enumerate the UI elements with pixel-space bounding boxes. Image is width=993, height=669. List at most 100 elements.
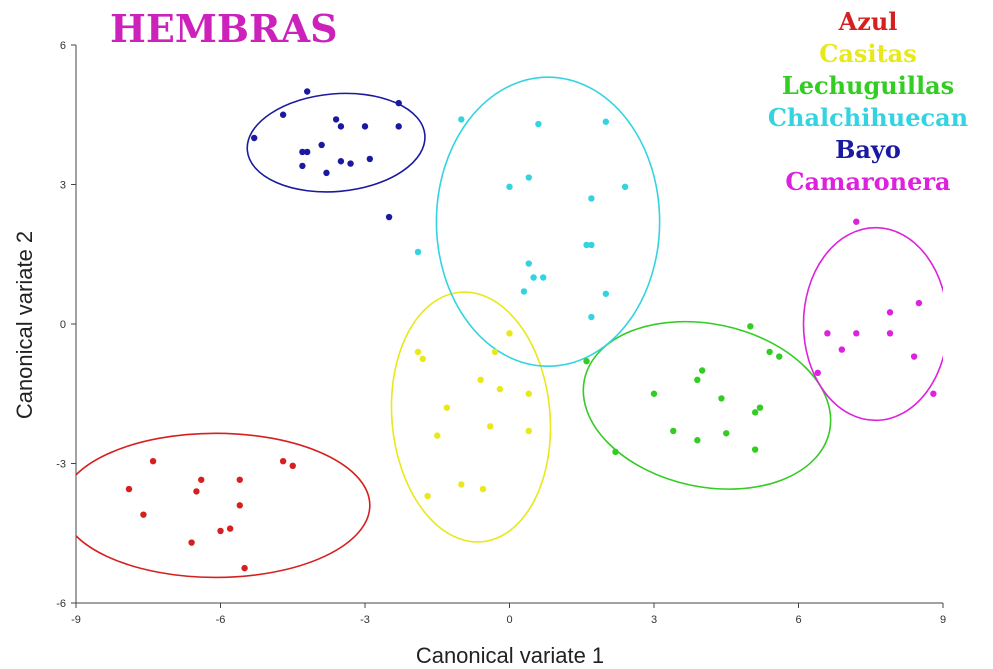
point-lechuguillas	[723, 430, 730, 437]
chart-title: HEMBRAS	[110, 6, 338, 51]
point-camaronera	[824, 330, 831, 337]
legend-entry-camaronera: Camaronera	[785, 167, 950, 196]
axes: -9 -6 -3 0 3 6 9 -6 -3 0 3 6	[56, 40, 946, 626]
point-chalchihuecan	[588, 241, 595, 249]
y-tick-label: 3	[60, 180, 66, 192]
point-bayo	[332, 116, 340, 123]
point-chalchihuecan	[458, 116, 465, 123]
point-bayo	[299, 148, 306, 156]
point-bayo	[279, 111, 287, 118]
point-lechuguillas	[747, 323, 754, 330]
point-bayo	[385, 213, 393, 221]
legend-entry-casitas: Casitas	[819, 39, 916, 68]
point-casitas	[496, 385, 504, 393]
point-lechuguillas	[694, 376, 701, 383]
point-lechuguillas	[751, 409, 759, 416]
point-lechuguillas	[650, 390, 658, 397]
point-chalchihuecan	[583, 241, 590, 249]
point-azul	[140, 511, 147, 518]
point-chalchihuecan	[588, 313, 595, 321]
point-camaronera	[853, 330, 860, 337]
point-chalchihuecan	[530, 274, 537, 281]
point-casitas	[419, 355, 426, 363]
point-azul	[193, 488, 200, 495]
ellipse-casitas	[390, 291, 552, 543]
x-tick-label: -9	[71, 614, 81, 626]
point-azul	[289, 462, 296, 470]
y-tick-label: 6	[60, 40, 66, 52]
point-camaronera	[886, 330, 894, 337]
point-bayo	[361, 123, 369, 130]
x-tick-label: -3	[360, 614, 370, 626]
y-tick-label: -3	[56, 459, 66, 471]
legend-entry-lechuguillas: Lechuguillas	[782, 71, 954, 100]
point-lechuguillas	[694, 437, 701, 444]
point-casitas	[491, 348, 499, 356]
point-azul	[241, 564, 248, 572]
ellipse-camaronera	[802, 226, 943, 422]
point-azul	[236, 476, 243, 483]
ellipse-bayo	[246, 92, 426, 193]
point-chalchihuecan	[520, 288, 528, 295]
x-tick-label: -6	[216, 614, 226, 626]
point-camaronera	[838, 346, 846, 353]
point-chalchihuecan	[602, 290, 610, 297]
point-casitas	[479, 485, 487, 493]
point-lechuguillas	[612, 448, 619, 456]
y-axis-title: Canonical variate 2	[12, 231, 37, 419]
point-chalchihuecan	[588, 195, 595, 202]
point-camaronera	[915, 299, 923, 307]
point-casitas	[487, 423, 494, 430]
point-bayo	[395, 123, 402, 130]
point-lechuguillas	[670, 427, 677, 435]
point-azul	[217, 527, 224, 535]
point-camaronera	[814, 369, 821, 377]
point-bayo	[304, 88, 311, 95]
point-chalchihuecan	[414, 248, 422, 256]
point-bayo	[323, 169, 330, 177]
x-axis-title: Canonical variate 1	[416, 643, 604, 668]
point-lechuguillas	[766, 348, 773, 356]
cluster-ellipses	[76, 76, 943, 579]
x-tick-label: 0	[506, 614, 512, 626]
legend-entry-azul: Azul	[838, 7, 898, 36]
point-chalchihuecan	[540, 274, 547, 281]
legend: Azul Casitas Lechuguillas Chalchihuecan Bayo…	[768, 7, 968, 196]
legend-entry-chalchihuecan: Chalchihuecan	[768, 103, 968, 132]
point-lechuguillas	[718, 395, 725, 402]
y-tick-label: 0	[60, 319, 66, 331]
x-tick-label: 9	[940, 614, 946, 626]
point-bayo	[299, 162, 306, 170]
point-casitas	[458, 481, 465, 488]
point-azul	[226, 525, 234, 532]
point-bayo	[366, 155, 374, 163]
point-casitas	[443, 404, 451, 411]
x-tick-label: 3	[651, 614, 657, 626]
point-casitas	[477, 376, 484, 383]
point-chalchihuecan	[506, 183, 513, 191]
point-lechuguillas	[583, 358, 590, 365]
point-casitas	[506, 330, 513, 337]
point-azul	[149, 457, 157, 465]
point-camaronera	[886, 309, 894, 316]
y-tick-label: -6	[56, 598, 66, 610]
point-azul	[188, 539, 195, 546]
point-lechuguillas	[756, 404, 764, 411]
ellipse-chalchihuecan	[435, 76, 661, 367]
point-bayo	[251, 134, 258, 142]
point-azul	[236, 502, 243, 509]
point-chalchihuecan	[621, 183, 629, 191]
point-casitas	[414, 348, 422, 356]
point-lechuguillas	[698, 367, 706, 374]
point-camaronera	[910, 353, 918, 360]
point-bayo	[304, 148, 311, 156]
point-bayo	[347, 160, 354, 167]
point-camaronera	[930, 390, 937, 397]
ellipse-lechuguillas	[582, 320, 832, 490]
point-chalchihuecan	[525, 260, 532, 267]
x-tick-label: 6	[795, 614, 801, 626]
point-chalchihuecan	[525, 174, 532, 181]
point-casitas	[525, 427, 532, 435]
point-azul	[125, 485, 133, 493]
